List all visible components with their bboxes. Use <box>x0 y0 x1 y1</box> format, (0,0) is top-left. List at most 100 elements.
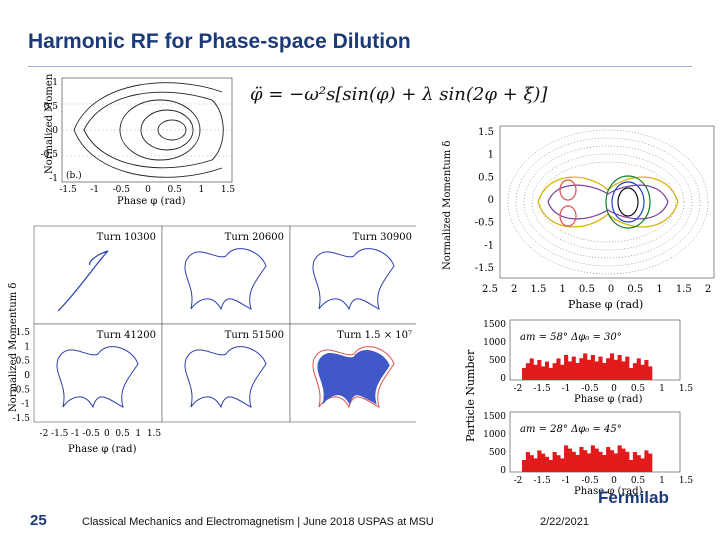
histogram-bar <box>617 445 622 472</box>
grid-ylabel: Normalized Momentum δ <box>8 283 19 412</box>
histogram-bar <box>625 451 630 472</box>
grid-panel-label: Turn 41200 <box>97 330 156 341</box>
histogram-bar <box>579 358 584 380</box>
grid-panel-trace <box>312 346 395 409</box>
histogram-bar <box>594 361 599 380</box>
equation: φ̈ = −ω²s[sin(φ) + λ sin(2φ + ξ)] <box>250 84 548 105</box>
hist-xtick: -1 <box>562 384 571 394</box>
histogram-bar <box>575 455 580 472</box>
histogram-bar <box>525 363 530 380</box>
hist-xtick: 0 <box>611 476 617 486</box>
top-left-ytick: -1 <box>49 174 58 184</box>
histogram-bar <box>629 368 634 380</box>
footer-course: Classical Mechanics and Electromagnetism… <box>82 516 434 528</box>
hist-xtick: -1.5 <box>533 384 551 394</box>
right-xtick: 1 <box>559 284 565 295</box>
histogram-bar <box>583 450 588 472</box>
histogram-bar <box>621 361 626 380</box>
grid-xtick: -0.5 <box>82 429 100 439</box>
hist-ytick: 1000 <box>483 338 506 348</box>
top-left-xtick: -1 <box>90 185 99 195</box>
histogram-bar <box>548 368 553 380</box>
grid-panel: Turn 10300 <box>33 225 163 325</box>
right-xlabel: Phase φ (rad) <box>568 298 643 311</box>
grid-xtick: 0 <box>104 429 110 439</box>
grid-xtick: -1.5 <box>51 429 69 439</box>
histogram-bar <box>544 361 550 380</box>
grid-xlabel: Phase φ (rad) <box>68 444 137 455</box>
grid-panel-label: Turn 20600 <box>225 232 284 243</box>
histogram-bar <box>625 356 630 380</box>
fermilab-logo-text: Fermilab <box>598 488 669 507</box>
right-ytick: -1.5 <box>475 263 494 274</box>
grid-panel: Turn 20600 <box>161 225 291 325</box>
histogram-bar <box>632 452 638 472</box>
histogram-bar <box>613 359 618 380</box>
histogram-bar <box>606 358 611 380</box>
histogram-bar <box>644 450 649 472</box>
right-plot-svg: Normalized Momentum δ 1.5 1 0.5 0 -0.5 -1 -1.5… <box>442 125 715 311</box>
hist-xlabel-top: Phase φ (rad) <box>574 394 643 405</box>
histogram-bar <box>621 448 626 472</box>
histogram-bar <box>525 452 530 472</box>
slide-number: 25 <box>30 512 47 529</box>
histogram-bar <box>522 368 527 380</box>
right-xtick: 0.5 <box>579 284 595 295</box>
right-ytick: 1.5 <box>478 127 494 138</box>
hist-xtick: 0.5 <box>631 476 646 486</box>
right-ylabel: Normalized Momentum δ <box>442 141 453 270</box>
grid-xtick: 1 <box>135 429 141 439</box>
histogram-bar <box>564 445 569 472</box>
histogram-bar <box>602 455 607 472</box>
grid-panel-trace <box>317 350 390 405</box>
histogram-bar <box>571 451 576 472</box>
histogram-bar <box>522 460 527 472</box>
hist-ytick: 500 <box>489 356 506 366</box>
top-left-ytick: 1 <box>52 78 58 88</box>
histogram-figure: Particle Number am = 58° Δφ₀ = 30° am = … <box>460 312 720 502</box>
grid-panel-frame <box>289 225 419 325</box>
grid-panel-trace <box>57 250 109 312</box>
histogram-bar <box>598 451 603 472</box>
right-xtick: 2 <box>705 284 711 295</box>
right-xtick: 1.5 <box>530 284 546 295</box>
grid-panel-frame <box>161 323 291 423</box>
grid-panel-frame <box>33 225 163 325</box>
top-left-panel-label: (b.) <box>66 170 82 181</box>
histogram-bar <box>560 364 565 380</box>
hist-xtick: 0.5 <box>631 384 646 394</box>
top-left-xlabel: Phase φ (rad) <box>117 196 186 206</box>
hist-xtick: -1.5 <box>533 476 551 486</box>
right-ytick: -1 <box>484 240 494 251</box>
grid-ytick: 1 <box>24 342 30 352</box>
histogram-bar <box>579 447 584 472</box>
hist-xtick: -0.5 <box>581 384 599 394</box>
hist-xtick: 1.5 <box>679 476 694 486</box>
histogram-bar <box>636 358 641 380</box>
hist-xtick: 0 <box>611 384 617 394</box>
histogram-bar <box>541 453 546 472</box>
grid-panel-trace <box>184 248 267 311</box>
histogram-bar <box>575 363 580 380</box>
top-left-xtick: 0 <box>145 185 151 195</box>
hist-bottom-label: am = 28° Δφ₀ = 45° <box>520 424 622 435</box>
hist-ytick: 0 <box>500 466 506 476</box>
top-left-xtick: -0.5 <box>113 185 131 195</box>
histogram-bar <box>617 355 622 380</box>
histogram-bar <box>609 353 615 380</box>
histogram-bar <box>556 358 561 380</box>
hist-ytick: 1500 <box>483 412 506 422</box>
hist-xtick: -1 <box>562 476 571 486</box>
histogram-bar <box>636 455 641 472</box>
histogram-bar <box>594 448 599 472</box>
histogram-bar <box>556 455 561 472</box>
histogram-bar <box>567 361 573 380</box>
hist-ytick: 0 <box>500 374 506 384</box>
top-left-ytick: -0.5 <box>41 150 59 160</box>
hist-xlabel-bottom: Phase φ (rad) <box>574 486 643 497</box>
histogram-bar <box>640 364 645 380</box>
grid-panel: Turn 41200 <box>33 323 163 423</box>
grid-panel-frame <box>33 323 163 423</box>
histogram-bar <box>613 453 618 472</box>
hist-xtick: -2 <box>514 384 523 394</box>
